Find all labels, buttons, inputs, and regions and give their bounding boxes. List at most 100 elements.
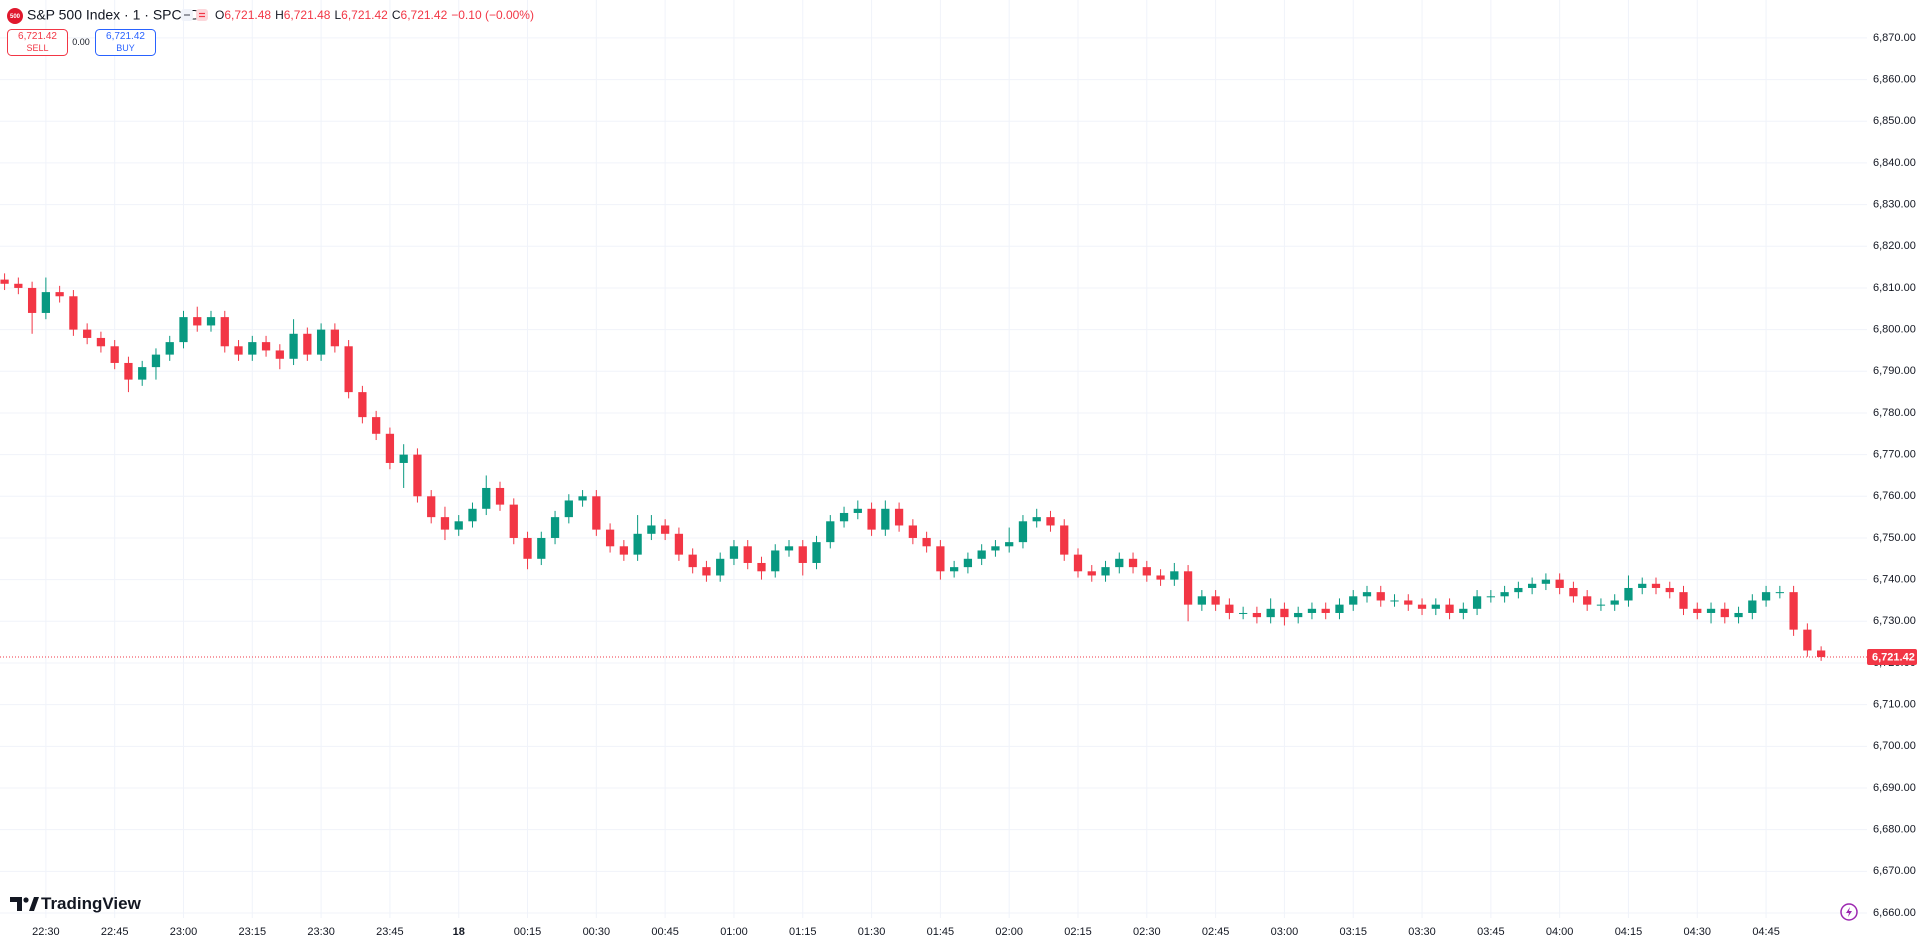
candle-body [1128, 558, 1138, 568]
candle-body [1390, 600, 1399, 602]
candle-body [812, 542, 821, 563]
x-tick-label: 04:45 [1752, 926, 1780, 938]
buy-button[interactable] [95, 29, 156, 56]
legend-label: H [275, 8, 284, 22]
candle-body [564, 500, 573, 518]
candle-body [220, 317, 229, 347]
candle-body [1087, 571, 1096, 576]
candle-body [1280, 608, 1289, 618]
candle-body [1115, 558, 1124, 568]
candle-body [124, 362, 133, 380]
candle-body [1266, 608, 1275, 618]
candle-body [1693, 608, 1702, 613]
x-tick-label: 23:15 [239, 926, 267, 938]
candle-body [991, 546, 1000, 551]
candle-body [1431, 604, 1440, 609]
candle-body [1803, 629, 1812, 651]
y-tick-label: 6,800.00 [1873, 324, 1916, 336]
logo-shape [10, 897, 22, 911]
candle-body [427, 496, 436, 518]
x-tick-label: 01:15 [789, 926, 817, 938]
chart-title[interactable]: S&P 500 Index · 1 · SPCFD [27, 7, 200, 23]
alert-icon[interactable] [1840, 903, 1858, 921]
candle-body [647, 525, 656, 534]
indicator-button[interactable] [196, 9, 208, 21]
symbol-badge: 500 [10, 14, 21, 20]
candle-body [0, 279, 9, 284]
legend-value: 6,721.42 [341, 8, 388, 22]
candle-body [1183, 571, 1193, 605]
candle-body [771, 550, 780, 572]
candle-body [1514, 587, 1523, 593]
sell-button[interactable] [7, 29, 68, 56]
x-tick-label: 18 [453, 926, 465, 938]
candle-body [1486, 596, 1495, 598]
candle-body [1638, 583, 1647, 588]
x-tick-label: 23:30 [307, 926, 335, 938]
candle-body [41, 292, 51, 313]
candle-body [14, 283, 23, 288]
candle-body [1252, 612, 1262, 618]
candle-body [55, 292, 64, 297]
candle-body [179, 317, 188, 343]
candle-body [1018, 521, 1028, 543]
sell-label: SELL [26, 43, 48, 53]
y-tick-label: 6,860.00 [1873, 73, 1916, 85]
candle-body [1610, 600, 1619, 605]
candle-body [495, 487, 505, 505]
logo-shape [23, 897, 29, 903]
candle-body [661, 525, 670, 534]
candle-body [1046, 517, 1055, 526]
x-tick-label: 02:45 [1202, 926, 1230, 938]
candle-body [1404, 600, 1413, 605]
legend-value: 6,721.42 [401, 8, 448, 22]
candle-body [1734, 612, 1743, 618]
y-tick-label: 6,770.00 [1873, 449, 1916, 461]
candle-body [1307, 608, 1317, 613]
candle-body [96, 337, 106, 347]
sell-price: 6,721.42 [18, 31, 57, 42]
candle-body [27, 287, 37, 313]
candle-body [261, 342, 271, 351]
candle-body [619, 546, 628, 555]
y-tick-label: 6,830.00 [1873, 199, 1916, 211]
candle-body [1555, 579, 1564, 588]
y-tick-label: 6,660.00 [1873, 907, 1916, 919]
brand-logo[interactable]: TradingView [10, 894, 142, 913]
candle-body [1789, 592, 1798, 630]
y-tick-label: 6,790.00 [1873, 365, 1916, 377]
candles [0, 273, 1826, 661]
candle-body [482, 487, 491, 509]
candle-body [1583, 596, 1592, 605]
candle-body [1761, 592, 1771, 601]
candle-body [399, 454, 408, 463]
candle-body [826, 521, 835, 543]
candle-body [1197, 596, 1206, 605]
y-tick-label: 6,810.00 [1873, 282, 1916, 294]
candle-body [509, 504, 518, 538]
candle-body [1748, 600, 1757, 613]
candle-body [853, 508, 862, 513]
y-tick-label: 6,750.00 [1873, 532, 1916, 544]
candle-body [440, 517, 450, 530]
candle-body [1362, 592, 1372, 597]
x-tick-label: 22:30 [32, 926, 60, 938]
x-tick-label: 04:15 [1615, 926, 1643, 938]
brand-name: TradingView [41, 894, 142, 913]
y-tick-label: 6,710.00 [1873, 699, 1916, 711]
y-tick-label: 6,760.00 [1873, 490, 1916, 502]
legend-label: O [215, 8, 224, 22]
buy-price: 6,721.42 [106, 31, 145, 42]
candle-body [1211, 596, 1220, 605]
last-price-label: 6,721.42 [1872, 651, 1915, 663]
candle-body [275, 350, 284, 359]
symbol-badge-bg [7, 8, 23, 24]
candle-body [1665, 587, 1674, 593]
candle-body [385, 433, 395, 463]
candle-body [716, 558, 725, 576]
candle-body [1005, 542, 1014, 547]
candle-body [1156, 575, 1165, 580]
x-tick-label: 03:45 [1477, 926, 1505, 938]
